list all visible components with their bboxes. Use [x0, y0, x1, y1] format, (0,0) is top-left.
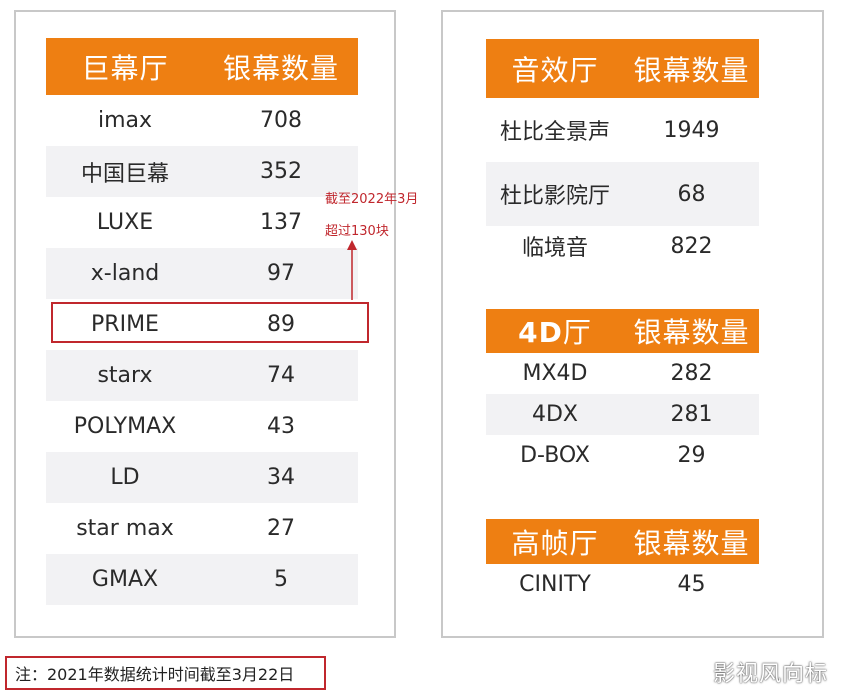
left-panel	[14, 10, 396, 638]
table-row: LUXE 137	[46, 197, 358, 248]
table-row: 中国巨幕 352	[46, 146, 358, 197]
screen-count: 45	[677, 571, 706, 597]
hall-name: LUXE	[96, 210, 154, 235]
table-header: 高帧厅 银幕数量	[486, 519, 759, 564]
screen-count: 1949	[663, 117, 720, 143]
table-header: 4D厅 银幕数量	[486, 309, 759, 353]
screen-count: 43	[267, 414, 295, 439]
header-hall-type: 高帧厅	[511, 526, 599, 560]
watermark: 影视风向标	[712, 662, 828, 687]
hall-name: GMAX	[91, 567, 159, 592]
header-hall-type: 巨幕厅	[81, 51, 169, 85]
table-row: D-BOX 29	[486, 435, 759, 476]
table-row: GMAX 5	[46, 554, 358, 605]
hall-name: CINITY	[519, 571, 591, 597]
hall-name: 杜比全景声	[499, 120, 610, 145]
table-header: 巨幕厅 银幕数量	[46, 38, 358, 95]
screen-count: 74	[267, 363, 295, 388]
hall-name: imax	[97, 108, 153, 133]
hall-name: 中国巨幕	[80, 161, 169, 187]
table-row: PRIME 89	[46, 299, 358, 350]
header-hall-suffix: 厅	[562, 316, 592, 349]
table-row: LD 34	[46, 452, 358, 503]
screen-count: 137	[260, 210, 302, 235]
table-row: 杜比全景声 1949	[486, 98, 759, 162]
table-row: MX4D 282	[486, 353, 759, 394]
screen-count: 97	[267, 261, 295, 286]
screen-count: 5	[274, 567, 288, 592]
sound-hall-table: 音效厅 银幕数量 杜比全景声 1949 杜比影院厅 68 临境音 822	[486, 39, 759, 266]
hall-name: starx	[97, 363, 153, 388]
table-row: 4DX 281	[486, 394, 759, 435]
table-row: 杜比影院厅 68	[486, 162, 759, 226]
table-row: x-land 97	[46, 248, 358, 299]
screen-count: 352	[260, 159, 302, 184]
screen-count: 68	[677, 181, 706, 207]
header-screen-count: 银幕数量	[633, 526, 750, 560]
hall-name: POLYMAX	[73, 414, 177, 439]
screen-count: 34	[267, 465, 295, 490]
screen-count: 27	[267, 516, 295, 541]
header-hall-type: 音效厅	[511, 53, 599, 87]
table-row: POLYMAX 43	[46, 401, 358, 452]
imax-screen-table: 巨幕厅 银幕数量 imax 708 中国巨幕 352 LUXE 137 x-la…	[46, 38, 358, 605]
hall-name: MX4D	[522, 361, 588, 386]
header-screen-count: 银幕数量	[633, 316, 750, 349]
hall-name: 临境音	[521, 236, 588, 261]
screen-count: 282	[670, 361, 713, 386]
header-screen-count: 银幕数量	[222, 51, 339, 85]
table-row: 临境音 822	[486, 226, 759, 266]
table-row: starx 74	[46, 350, 358, 401]
annotation-date: 截至2022年3月	[325, 192, 419, 207]
screen-count: 822	[670, 233, 713, 259]
hall-name: star max	[76, 516, 174, 541]
hall-name: PRIME	[91, 312, 159, 337]
table-row: imax 708	[46, 95, 358, 146]
table-header: 音效厅 银幕数量	[486, 39, 759, 98]
screen-count: 29	[677, 443, 706, 468]
hall-name: LD	[110, 465, 140, 490]
header-4d-label: 4D	[518, 316, 563, 349]
table-row: CINITY 45	[486, 564, 759, 604]
4d-hall-table: 4D厅 银幕数量 MX4D 282 4DX 281 D-BOX 29	[486, 309, 759, 476]
hall-name: 杜比影院厅	[499, 184, 610, 209]
annotation-count: 超过130块	[325, 224, 389, 239]
hall-name: 4DX	[531, 402, 578, 427]
hfr-hall-table: 高帧厅 银幕数量 CINITY 45	[486, 519, 759, 604]
screen-count: 708	[260, 108, 302, 133]
screen-count: 89	[267, 312, 295, 337]
prime-highlight-box	[51, 302, 369, 343]
table-row: star max 27	[46, 503, 358, 554]
screen-count: 281	[670, 402, 713, 427]
header-screen-count: 银幕数量	[633, 53, 750, 87]
hall-name: D-BOX	[520, 443, 590, 468]
arrow-up-icon	[347, 240, 357, 300]
header-hall-type: 4D厅	[486, 311, 624, 351]
hall-name: x-land	[90, 261, 160, 286]
footnote: 注：2021年数据统计时间截至3月22日	[5, 656, 326, 690]
